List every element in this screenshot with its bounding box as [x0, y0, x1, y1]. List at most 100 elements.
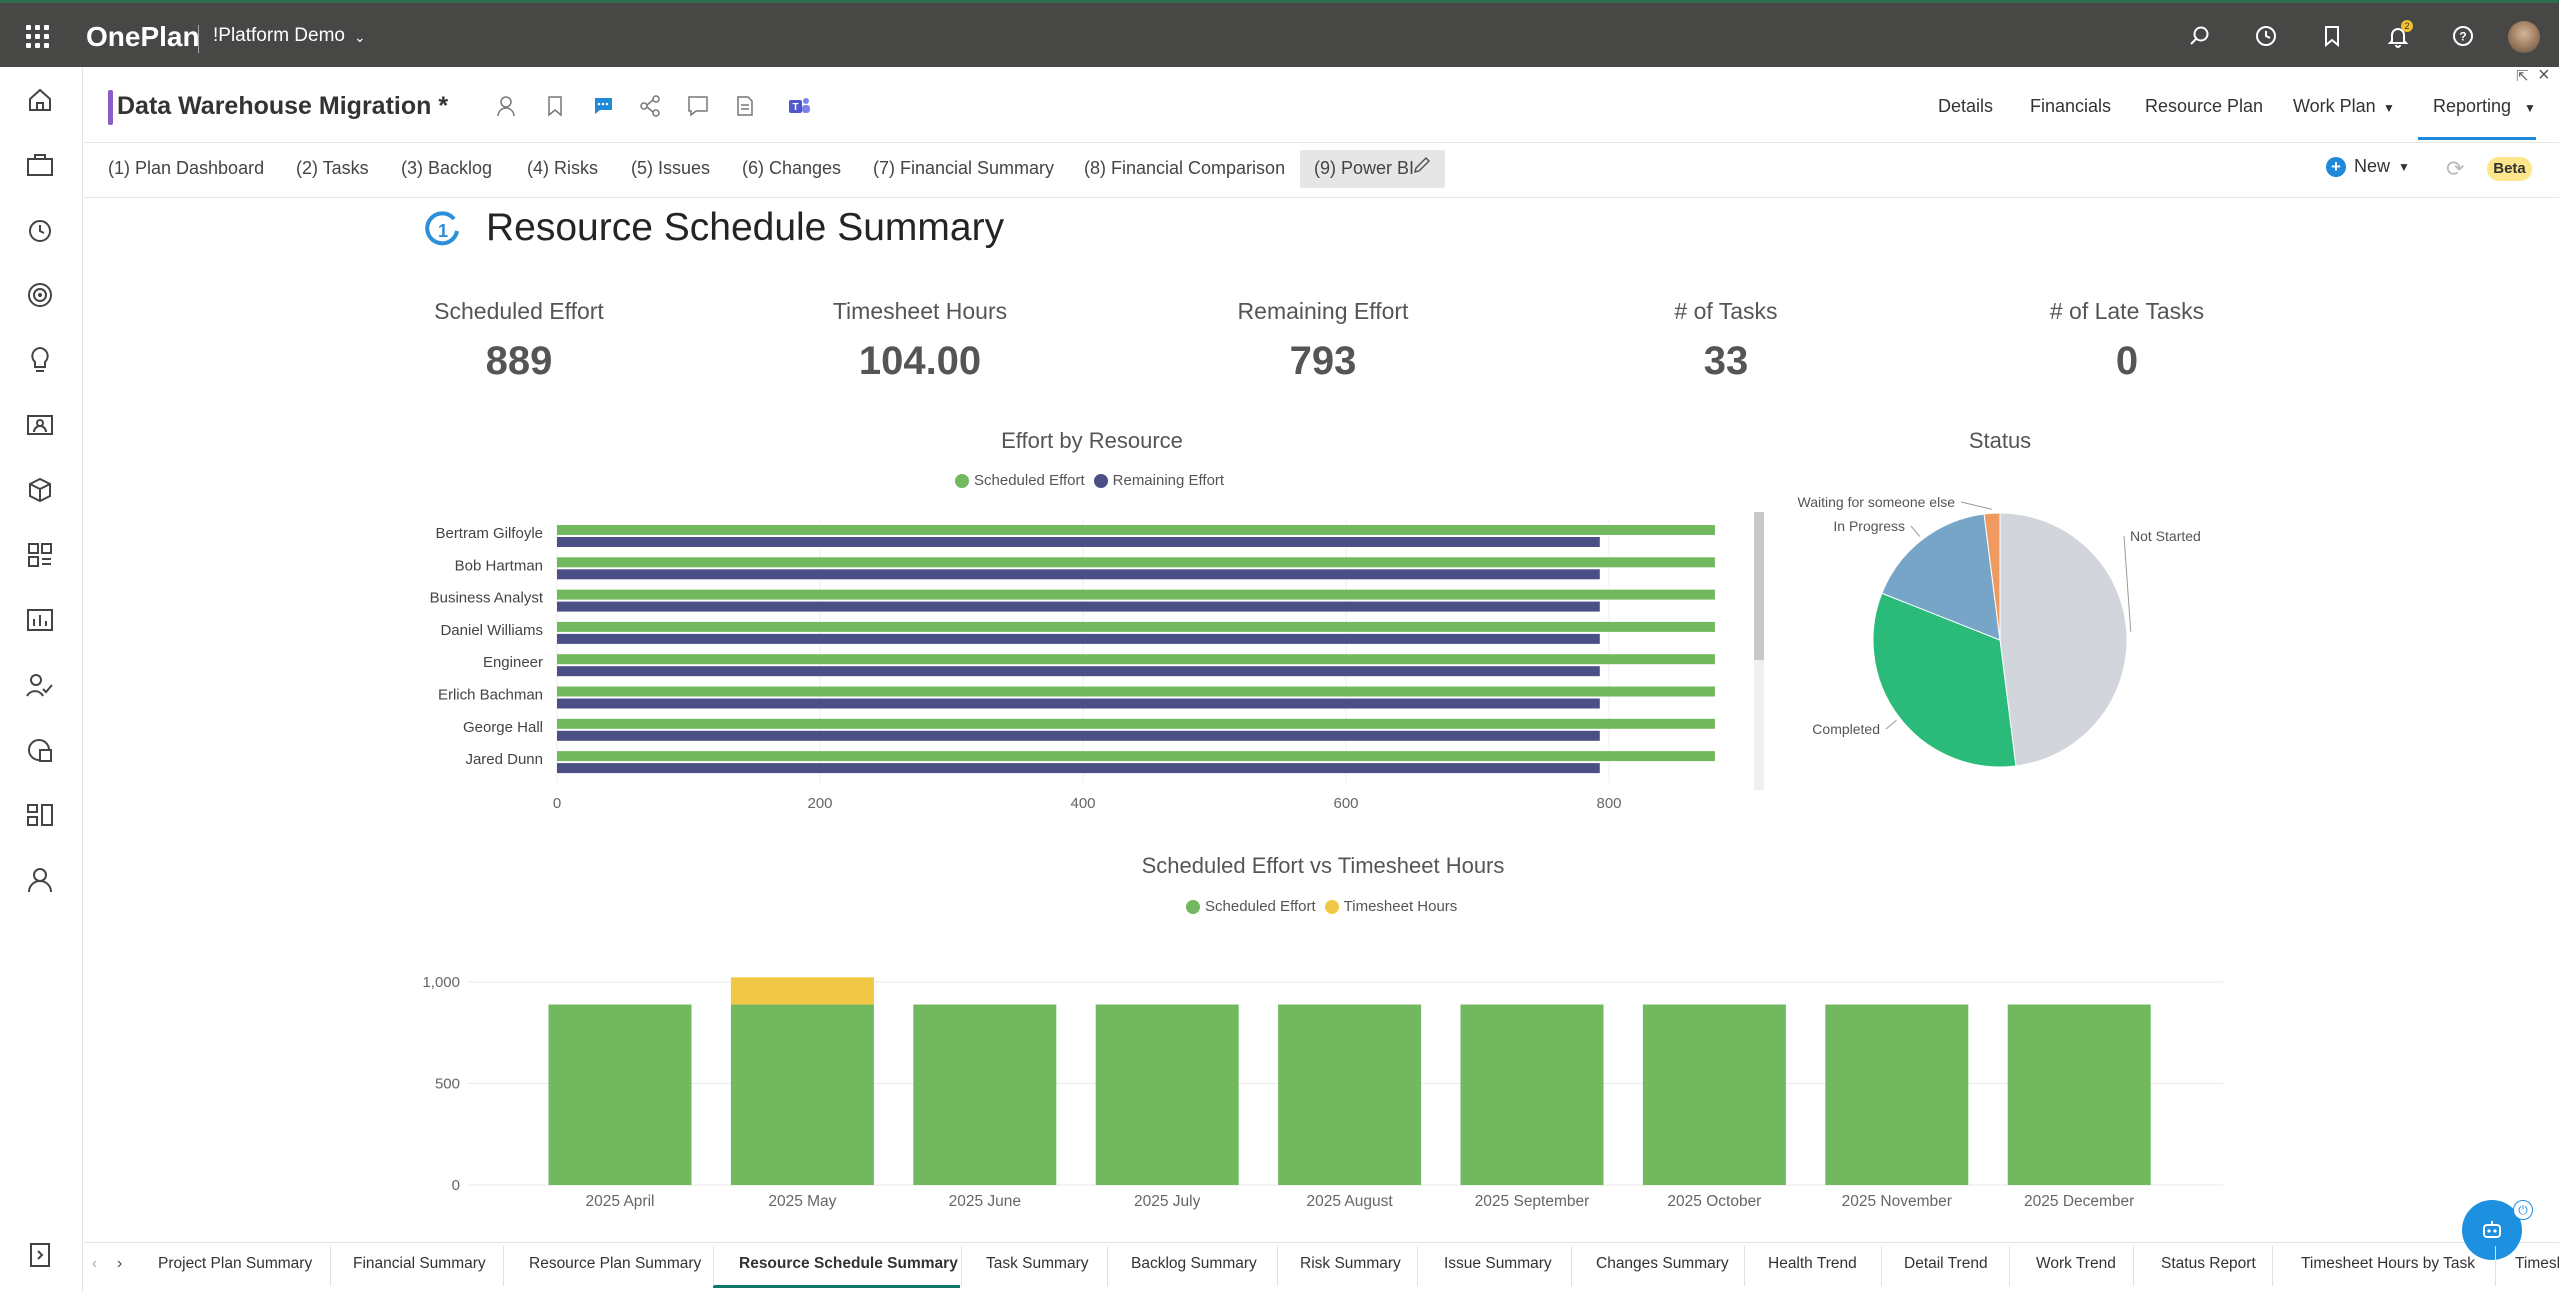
home-icon[interactable]: [22, 82, 58, 118]
category-label: Erlich Bachman: [438, 687, 543, 704]
page-tab[interactable]: Changes Summary: [1596, 1255, 1729, 1272]
bar-remaining: [557, 569, 1600, 580]
briefcase-icon[interactable]: [22, 147, 58, 183]
page-tab[interactable]: Project Plan Summary: [158, 1255, 313, 1272]
bookmark-icon[interactable]: [541, 92, 569, 120]
page-tab[interactable]: Timesheet Hours by Task: [2301, 1255, 2476, 1272]
new-button[interactable]: + New ▼: [2326, 156, 2410, 177]
people-check-icon[interactable]: [22, 667, 58, 703]
brand-name[interactable]: OnePlan: [86, 21, 200, 52]
lightbulb-icon[interactable]: [22, 342, 58, 378]
document-icon[interactable]: [731, 92, 759, 120]
page-tab[interactable]: Backlog Summary: [1131, 1255, 1257, 1272]
y-tick-label: 500: [435, 1076, 460, 1093]
tab-tasks[interactable]: (2) Tasks: [296, 158, 369, 178]
timer-icon[interactable]: [22, 212, 58, 248]
close-icon[interactable]: ×: [2538, 64, 2550, 86]
scroll-right-icon[interactable]: ›: [117, 1255, 123, 1272]
caret-down-icon[interactable]: ▼: [2524, 101, 2536, 115]
package-icon[interactable]: [22, 472, 58, 508]
pie-slice: [1983, 512, 2001, 641]
popout-icon[interactable]: ⇱: [2516, 68, 2529, 85]
x-tick-label: 600: [1333, 795, 1358, 812]
tab-power-bi[interactable]: (9) Power BI: [1314, 158, 1415, 178]
person-icon[interactable]: [22, 862, 58, 898]
tab-changes[interactable]: (6) Changes: [742, 158, 842, 178]
bar-remaining: [557, 730, 1600, 741]
hierarchy-icon[interactable]: [22, 797, 58, 833]
bell-icon[interactable]: [2383, 21, 2413, 51]
page-tab[interactable]: Status Report: [2161, 1255, 2256, 1272]
target-icon[interactable]: [22, 277, 58, 313]
chevron-down-icon[interactable]: ⌄: [354, 29, 366, 45]
tab-divider: [1744, 1246, 1745, 1286]
nav-reporting[interactable]: Reporting: [2433, 96, 2512, 116]
app-launcher-icon[interactable]: [26, 25, 54, 53]
nav-resource-plan[interactable]: Resource Plan: [2145, 96, 2264, 116]
page-tab[interactable]: Financial Summary: [353, 1255, 486, 1272]
tab-financial-summary[interactable]: (7) Financial Summary: [873, 158, 1055, 178]
environment-selector[interactable]: !Platform Demo: [213, 25, 345, 46]
scroll-left-icon[interactable]: ‹: [92, 1255, 98, 1272]
tab-risks[interactable]: (4) Risks: [527, 158, 598, 178]
tab-backlog[interactable]: (3) Backlog: [401, 158, 493, 178]
tab-divider: [330, 1246, 331, 1286]
comment-icon[interactable]: [684, 92, 712, 120]
caret-down-icon[interactable]: ▼: [2383, 101, 2395, 115]
page-tab[interactable]: Resource Plan Summary: [529, 1255, 702, 1272]
nav-financials[interactable]: Financials: [2030, 96, 2112, 116]
tab-issues[interactable]: (5) Issues: [631, 158, 711, 178]
pie-label: Not Started: [2130, 528, 2201, 544]
dashboard-grid-icon[interactable]: [22, 537, 58, 573]
kpi-value: 0: [2115, 339, 2139, 383]
active-page-indicator: [713, 1285, 960, 1288]
refresh-icon[interactable]: ⟳: [2446, 156, 2465, 181]
assistant-bot-button[interactable]: [2462, 1200, 2522, 1260]
contact-card-icon[interactable]: [22, 407, 58, 443]
active-nav-indicator: [2418, 137, 2536, 140]
new-label: New: [2354, 156, 2391, 176]
user-avatar[interactable]: [2508, 21, 2540, 53]
page-tab[interactable]: Timesh: [2515, 1255, 2559, 1272]
kpi-value: 104.00: [858, 339, 982, 383]
team-member-icon[interactable]: [492, 92, 520, 120]
page-tab[interactable]: Task Summary: [986, 1255, 1089, 1272]
share-icon[interactable]: [636, 92, 664, 120]
bookmark-icon[interactable]: [2317, 21, 2347, 51]
edit-pencil-icon[interactable]: [1412, 155, 1432, 180]
bar-scheduled: [1095, 1004, 1239, 1185]
pie-slice: [1999, 512, 2128, 767]
page-tab[interactable]: Work Trend: [2036, 1255, 2116, 1272]
chat-icon[interactable]: [589, 92, 617, 120]
pie-label: In Progress: [1833, 518, 1905, 534]
search-icon[interactable]: [2185, 21, 2215, 51]
power-icon[interactable]: ⏻: [2513, 1200, 2533, 1220]
report-chart-icon[interactable]: [22, 602, 58, 638]
history-icon[interactable]: [2251, 21, 2281, 51]
tab-divider: [713, 1246, 714, 1286]
page-tab[interactable]: Risk Summary: [1300, 1255, 1401, 1272]
tab-financial-comparison[interactable]: (8) Financial Comparison: [1084, 158, 1286, 178]
help-icon[interactable]: ?: [2448, 21, 2478, 51]
bar-scheduled: [2007, 1004, 2151, 1185]
nav-work-plan[interactable]: Work Plan: [2293, 96, 2376, 116]
tab-plan-dashboard[interactable]: (1) Plan Dashboard: [108, 158, 265, 178]
page-tab[interactable]: Detail Trend: [1904, 1255, 1988, 1272]
bar-remaining: [557, 633, 1600, 644]
svg-text:1: 1: [438, 221, 448, 241]
nav-details[interactable]: Details: [1938, 96, 1994, 116]
bar-scheduled: [557, 589, 1715, 600]
notification-badge: 2: [2401, 20, 2413, 32]
page-tab[interactable]: Issue Summary: [1444, 1255, 1552, 1272]
category-label: George Hall: [463, 719, 543, 736]
brand-divider: [198, 25, 199, 53]
page-tab[interactable]: Health Trend: [1768, 1255, 1857, 1272]
category-label: Bertram Gilfoyle: [435, 525, 543, 542]
settings-report-icon[interactable]: [22, 732, 58, 768]
teams-icon[interactable]: T: [785, 92, 813, 120]
legend-label: Remaining Effort: [1112, 472, 1225, 489]
bar-scheduled: [557, 751, 1715, 762]
kpi-card: # of Tasks 33: [1576, 298, 1876, 384]
page-tab[interactable]: Resource Schedule Summary: [739, 1255, 958, 1272]
expand-sidebar-icon[interactable]: [22, 1237, 58, 1273]
